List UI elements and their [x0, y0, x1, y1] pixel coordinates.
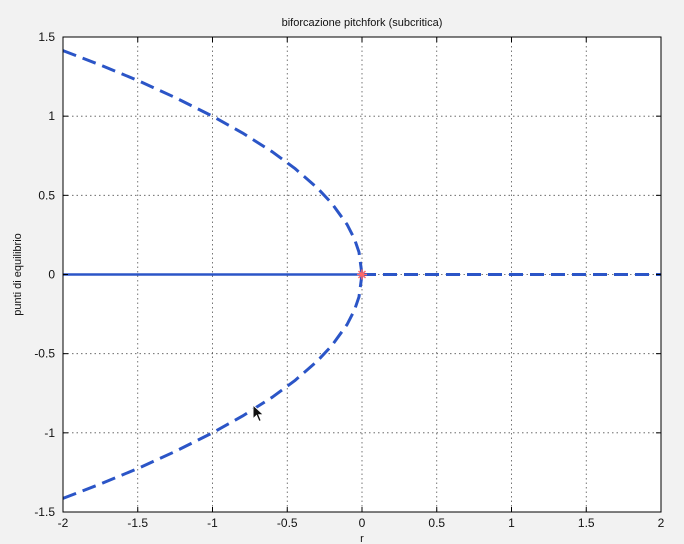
y-tick-label: -0.5 — [34, 347, 55, 361]
y-axis-label: punti di equilibrio — [12, 233, 24, 316]
series-line-1 — [62, 49, 364, 275]
series-line-2 — [62, 274, 364, 500]
x-tick-label: 1 — [508, 516, 515, 530]
x-tick-label: -1.5 — [127, 516, 148, 530]
series-layer — [62, 49, 661, 500]
x-tick-label: 0.5 — [428, 516, 445, 530]
x-tick-label: 0 — [359, 516, 366, 530]
bifurcation-marker — [357, 269, 367, 280]
tick-layer: -2 -1.5 -1 -0.5 0 0.5 1 1.5 2-1.5-1-0.500.511.5 — [34, 30, 664, 530]
x-tick-label: -2 — [58, 516, 69, 530]
y-tick-label: 1.5 — [38, 30, 55, 44]
mouse-cursor-icon — [252, 404, 265, 423]
x-tick-label: -0.5 — [277, 516, 298, 530]
x-tick-label: 1.5 — [578, 516, 595, 530]
x-tick-label: 2 — [658, 516, 665, 530]
y-tick-label: -1.5 — [34, 505, 55, 519]
y-tick-label: -1 — [44, 426, 55, 440]
x-axis-label: r — [360, 533, 364, 544]
x-tick-label: -1 — [207, 516, 218, 530]
y-tick-label: 0 — [48, 268, 55, 282]
y-tick-label: 0.5 — [38, 188, 55, 202]
chart-title: biforcazione pitchfork (subcritica) — [282, 17, 443, 29]
y-tick-label: 1 — [48, 109, 55, 123]
marker-layer — [357, 269, 367, 280]
